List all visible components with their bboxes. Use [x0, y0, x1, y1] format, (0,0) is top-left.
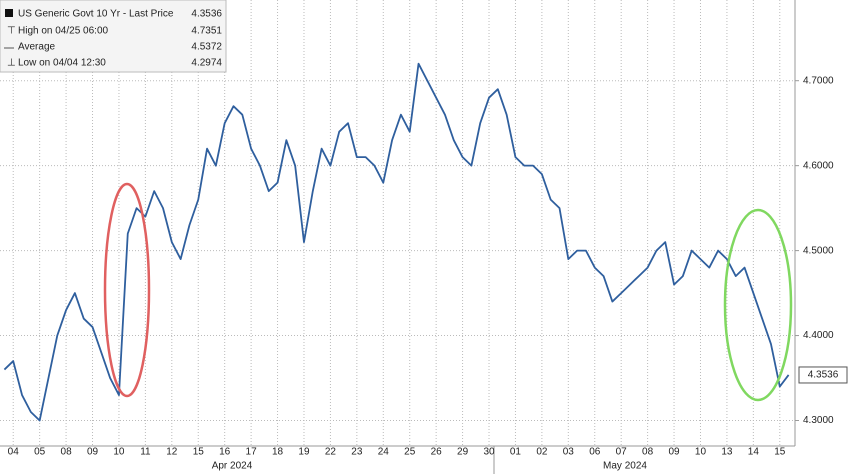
- x-tick-label: 10: [695, 447, 707, 458]
- legend-value: 4.5372: [191, 42, 222, 53]
- x-tick-label: 25: [404, 447, 416, 458]
- x-tick-label: 05: [34, 447, 46, 458]
- legend-label: Average: [18, 42, 56, 53]
- legend-icon: ⊥: [7, 58, 16, 69]
- x-tick-label: 22: [325, 447, 337, 458]
- x-tick-label: 29: [457, 447, 469, 458]
- last-price-label: 4.3536: [808, 370, 839, 381]
- x-tick-label: 26: [431, 447, 443, 458]
- legend-value: 4.3536: [191, 9, 222, 20]
- month-label: Apr 2024: [212, 461, 253, 472]
- legend-icon: [5, 9, 13, 17]
- grid: [0, 0, 795, 446]
- price-line: [3, 62, 790, 422]
- x-tick-label: 02: [536, 447, 548, 458]
- x-tick-label: 01: [510, 447, 522, 458]
- legend: ⊤ ⊥ US Generic Govt 10 Yr - Last Price 4…: [0, 0, 227, 73]
- x-tick-label: 17: [246, 447, 258, 458]
- x-tick-label: 08: [642, 447, 654, 458]
- x-tick-label: 04: [8, 447, 20, 458]
- x-tick-label: 19: [298, 447, 310, 458]
- legend-value: 4.2974: [191, 58, 222, 69]
- month-label: May 2024: [603, 461, 647, 472]
- x-tick-label: 03: [563, 447, 575, 458]
- x-tick-label: 11: [140, 447, 151, 458]
- x-tick-label: 09: [668, 447, 680, 458]
- x-tick-label: 18: [272, 447, 284, 458]
- legend-label: US Generic Govt 10 Yr - Last Price: [18, 9, 174, 20]
- x-tick-label: 15: [193, 447, 205, 458]
- x-tick-label: 23: [351, 447, 363, 458]
- x-tick-label: 24: [378, 447, 390, 458]
- y-tick-label: 4.4000: [803, 330, 834, 341]
- y-tick-label: 4.5000: [803, 245, 834, 256]
- legend-icon: ⊤: [7, 26, 16, 37]
- legend-box: [0, 0, 227, 73]
- x-tick-label: 10: [113, 447, 125, 458]
- x-tick-label: 16: [219, 447, 231, 458]
- legend-value: 4.7351: [191, 26, 222, 37]
- y-tick-label: 4.3000: [803, 415, 834, 426]
- x-tick-label: 06: [589, 447, 601, 458]
- legend-label: High on 04/25 06:00: [18, 26, 109, 37]
- x-tick-label: 13: [721, 447, 733, 458]
- x-tick-label: 08: [61, 447, 73, 458]
- x-tick-label: 12: [166, 447, 178, 458]
- plot: [3, 62, 790, 422]
- highlight-ellipse: [723, 208, 793, 402]
- y-tick-label: 4.6000: [803, 160, 834, 171]
- x-tick-label: 07: [616, 447, 628, 458]
- legend-label: Low on 04/04 12:30: [18, 58, 106, 69]
- x-tick-label: 14: [748, 447, 760, 458]
- x-tick-label: 30: [483, 447, 495, 458]
- x-tick-label: 09: [87, 447, 99, 458]
- highlight-ellipse: [103, 182, 151, 398]
- last-price-tag: [798, 366, 848, 384]
- x-tick-label: 15: [774, 447, 786, 458]
- y-tick-label: 4.7000: [803, 75, 834, 86]
